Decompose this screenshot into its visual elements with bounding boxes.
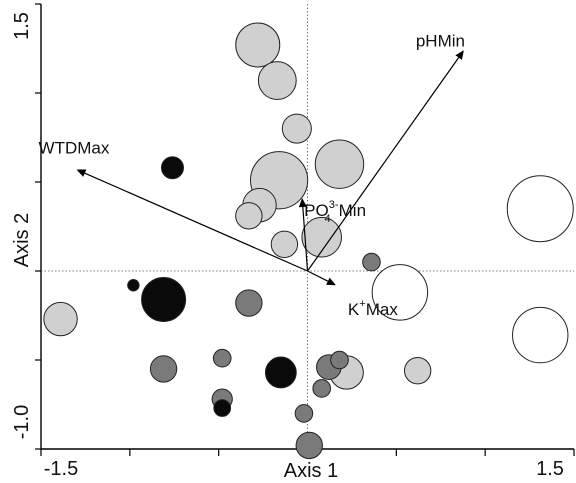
sample-point <box>403 356 432 385</box>
sample-point <box>212 348 232 368</box>
vector-label: PO3-4 Min <box>304 199 366 225</box>
sample-point <box>235 22 281 68</box>
sample-point <box>512 306 569 364</box>
vector-label: WTDMax <box>39 139 110 158</box>
vector-line <box>84 172 308 272</box>
vector-arrowhead <box>298 198 307 208</box>
y-tick-label-min: -1.0 <box>11 405 33 439</box>
sample-point <box>295 431 323 460</box>
vector-arrowhead <box>326 277 336 286</box>
vector-line <box>302 206 309 272</box>
sample-point <box>506 175 574 243</box>
sample-point <box>371 264 429 321</box>
vector-line <box>307 270 329 282</box>
sample-points <box>43 22 574 460</box>
sample-point <box>281 113 312 144</box>
x-tick-label-min: -1.5 <box>44 458 78 480</box>
sample-point <box>213 399 232 417</box>
sample-point <box>149 355 178 383</box>
sample-point <box>314 139 365 189</box>
sample-point <box>127 279 140 292</box>
sample-point <box>235 202 263 230</box>
sample-point <box>301 216 343 258</box>
sample-point <box>264 356 297 389</box>
x-tick-label-max: 1.5 <box>536 458 564 480</box>
y-tick-label-max: 1.5 <box>11 12 33 40</box>
sample-point <box>294 404 314 423</box>
sample-point <box>43 301 78 337</box>
environmental-vectors: pHMin WTDMax PO3-4 Min K+Max <box>39 31 465 319</box>
vector-line <box>307 57 460 272</box>
vector-label: pHMin <box>416 31 465 50</box>
sample-point <box>257 61 297 100</box>
vector-arrowhead <box>76 169 87 177</box>
sample-point <box>312 379 332 398</box>
sample-point <box>160 156 184 180</box>
sample-point <box>330 350 349 370</box>
sample-point <box>235 289 263 317</box>
sample-point <box>270 230 299 259</box>
vector-arrowhead <box>455 50 464 60</box>
y-axis-title: Axis 2 <box>11 213 33 267</box>
x-axis-title: Axis 1 <box>284 460 338 482</box>
sample-point <box>362 252 381 272</box>
sample-point <box>141 276 187 322</box>
vector-label: K+Max <box>348 298 398 319</box>
